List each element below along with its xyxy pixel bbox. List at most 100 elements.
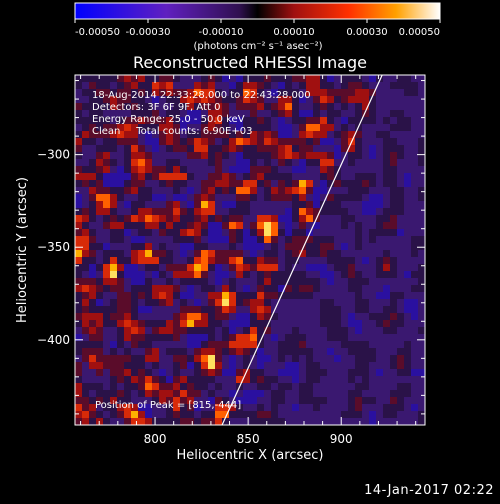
heatmap-cell xyxy=(348,299,356,307)
heatmap-cell xyxy=(138,313,146,321)
heatmap-cell xyxy=(411,369,419,377)
heatmap-cell xyxy=(362,117,370,125)
heatmap-cell xyxy=(145,306,153,314)
heatmap-cell xyxy=(131,96,139,104)
heatmap-cell xyxy=(355,285,363,293)
heatmap-cell xyxy=(306,208,314,216)
heatmap-cell xyxy=(145,103,153,111)
heatmap-cell xyxy=(341,96,349,104)
heatmap-cell xyxy=(138,159,146,167)
heatmap-cell xyxy=(334,264,342,272)
heatmap-cell xyxy=(299,334,307,342)
heatmap-cell xyxy=(271,376,279,384)
heatmap-cell xyxy=(341,145,349,153)
heatmap-cell xyxy=(369,397,377,405)
heatmap-cell xyxy=(341,285,349,293)
info-line-time: 18-Aug-2014 22:33:28.000 to 22:43:28.000 xyxy=(92,90,311,101)
heatmap-cell xyxy=(152,194,160,202)
heatmap-cell xyxy=(278,411,286,419)
heatmap-cell xyxy=(320,264,328,272)
heatmap-cell xyxy=(250,397,258,405)
heatmap-cell xyxy=(138,75,146,83)
heatmap-cell xyxy=(131,397,139,405)
heatmap-cell xyxy=(229,131,237,139)
heatmap-cell xyxy=(390,166,398,174)
heatmap-cell xyxy=(201,96,209,104)
heatmap-cell xyxy=(110,103,118,111)
heatmap-cell xyxy=(75,124,83,132)
heatmap-cell xyxy=(250,222,258,230)
heatmap-cell xyxy=(145,299,153,307)
heatmap-cell xyxy=(320,131,328,139)
heatmap-cell xyxy=(138,173,146,181)
heatmap-cell xyxy=(404,194,412,202)
heatmap-cell xyxy=(173,390,181,398)
heatmap-cell xyxy=(299,355,307,363)
heatmap-cell xyxy=(383,222,391,230)
heatmap-cell xyxy=(110,369,118,377)
heatmap-cell xyxy=(306,320,314,328)
heatmap-cell xyxy=(124,390,132,398)
heatmap-cell xyxy=(173,96,181,104)
heatmap-cell xyxy=(250,131,258,139)
heatmap-cell xyxy=(159,173,167,181)
heatmap-cell xyxy=(194,180,202,188)
heatmap-cell xyxy=(334,208,342,216)
heatmap-cell xyxy=(124,355,132,363)
heatmap-cell xyxy=(187,236,195,244)
heatmap-cell xyxy=(138,334,146,342)
heatmap-cell xyxy=(327,327,335,335)
heatmap-cell xyxy=(264,75,272,83)
heatmap-cell xyxy=(292,236,300,244)
heatmap-cell xyxy=(180,89,188,97)
heatmap-cell xyxy=(397,278,405,286)
heatmap-cell xyxy=(327,257,335,265)
heatmap-cell xyxy=(271,166,279,174)
heatmap-cell xyxy=(306,166,314,174)
heatmap-cell xyxy=(334,201,342,209)
heatmap-cell xyxy=(285,173,293,181)
heatmap-cell xyxy=(334,187,342,195)
heatmap-cell xyxy=(222,145,230,153)
heatmap-cell xyxy=(250,215,258,223)
heatmap-cell xyxy=(369,166,377,174)
heatmap-cell xyxy=(138,82,146,90)
heatmap-cell xyxy=(278,390,286,398)
heatmap-cell xyxy=(89,334,97,342)
heatmap-cell xyxy=(208,362,216,370)
plot-frame xyxy=(74,74,426,426)
heatmap-cell xyxy=(117,159,125,167)
heatmap-cell xyxy=(187,250,195,258)
heatmap-cell xyxy=(341,397,349,405)
heatmap-cell xyxy=(187,418,195,425)
heatmap-cell xyxy=(194,166,202,174)
heatmap-cell xyxy=(292,397,300,405)
heatmap-cell xyxy=(152,229,160,237)
heatmap-cell xyxy=(418,264,425,272)
heatmap-cell xyxy=(264,271,272,279)
heatmap-cell xyxy=(103,348,111,356)
heatmap-cell xyxy=(285,96,293,104)
heatmap-cell xyxy=(75,152,83,160)
heatmap-cell xyxy=(180,341,188,349)
heatmap-cell xyxy=(152,180,160,188)
heatmap-cell xyxy=(166,257,174,265)
heatmap-cell xyxy=(201,138,209,146)
heatmap-cell xyxy=(222,369,230,377)
heatmap-cell xyxy=(243,82,251,90)
heatmap-cell xyxy=(82,292,90,300)
heatmap-cell xyxy=(103,243,111,251)
heatmap-cell xyxy=(103,215,111,223)
heatmap-cell xyxy=(124,334,132,342)
heatmap-cell xyxy=(229,271,237,279)
heatmap-cell xyxy=(82,215,90,223)
heatmap-cell xyxy=(110,243,118,251)
heatmap-cell xyxy=(418,159,425,167)
heatmap-cell xyxy=(264,222,272,230)
heatmap-cell xyxy=(278,383,286,391)
heatmap-cell xyxy=(89,145,97,153)
heatmap-cell xyxy=(320,138,328,146)
heatmap-cell xyxy=(166,271,174,279)
heatmap-cell xyxy=(173,243,181,251)
heatmap-cell xyxy=(222,215,230,223)
